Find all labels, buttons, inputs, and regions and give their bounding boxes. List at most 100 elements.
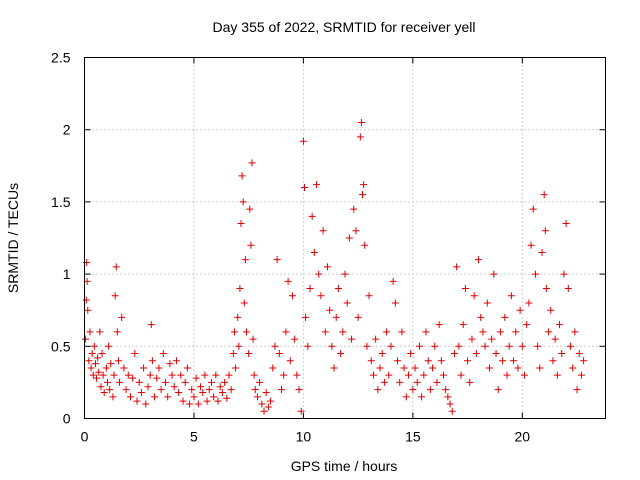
data-point [363,342,371,350]
data-point [275,350,283,358]
data-point [459,321,467,329]
data-point [246,205,254,213]
data-point [378,350,386,358]
data-point [424,357,432,365]
data-point [357,118,365,126]
data-point [118,313,126,321]
data-point [304,342,312,350]
data-point [369,371,377,379]
data-point [82,296,90,304]
data-point [415,342,423,350]
data-point [214,397,222,405]
data-point [234,313,242,321]
data-point [124,371,132,379]
data-point [237,220,245,228]
data-point [172,357,180,365]
data-point [126,393,134,401]
data-point [82,335,90,343]
data-point [549,357,557,365]
data-point [455,342,463,350]
data-points [82,118,588,415]
data-point [235,342,243,350]
data-point [481,342,489,350]
data-point [391,299,399,307]
data-point [339,328,347,336]
data-point [247,241,255,249]
data-point [321,328,329,336]
data-point [306,285,314,293]
data-point [461,285,469,293]
data-point [492,350,500,358]
data-point [566,342,574,350]
data-point [225,371,233,379]
data-point [341,270,349,278]
data-point [159,350,167,358]
data-point [133,397,141,405]
data-point [326,306,334,314]
data-point [468,335,476,343]
data-point [426,386,434,394]
data-point [402,393,410,401]
data-point [240,299,248,307]
data-point [352,227,360,235]
data-point [464,357,472,365]
data-point [212,371,220,379]
data-point [93,374,101,382]
data-point [529,205,537,213]
x-axis-label: GPS time / hours [291,458,398,474]
data-point [394,357,402,365]
data-point [232,364,240,372]
data-point [328,342,336,350]
data-point [556,321,564,329]
data-point [229,350,237,358]
data-point [245,350,253,358]
data-point [186,400,194,408]
data-point [94,354,102,362]
data-point [453,263,461,271]
data-point [151,393,159,401]
data-point [131,350,139,358]
data-point [164,393,172,401]
data-point [223,394,231,402]
data-point [114,357,122,365]
data-point [84,306,92,314]
data-point [411,364,419,372]
data-point [205,386,213,394]
data-point [372,335,380,343]
x-tick-label: 20 [515,429,531,445]
data-point [429,364,437,372]
x-tick-label: 5 [190,429,198,445]
data-point [100,389,108,397]
data-point [86,328,94,336]
data-point [573,386,581,394]
data-point [367,357,375,365]
data-point [475,256,483,264]
data-point [153,374,161,382]
data-point [387,342,395,350]
data-point [218,389,226,397]
data-point [286,357,294,365]
data-point [216,383,224,391]
data-point [110,371,118,379]
data-point [210,393,218,401]
data-point [249,335,257,343]
data-point [238,172,246,180]
data-point [170,383,178,391]
data-point [437,357,445,365]
data-point [199,389,207,397]
data-point [365,292,373,300]
x-tick-label: 15 [405,429,421,445]
data-point [485,364,493,372]
data-point [330,364,338,372]
data-point [334,285,342,293]
data-point [301,183,309,191]
data-point [192,374,200,382]
y-tick-label: 1.5 [51,194,71,210]
data-point [477,313,485,321]
data-point [514,364,522,372]
data-point [105,342,113,350]
data-point [155,364,163,372]
data-point [466,378,474,386]
data-point [248,159,256,167]
